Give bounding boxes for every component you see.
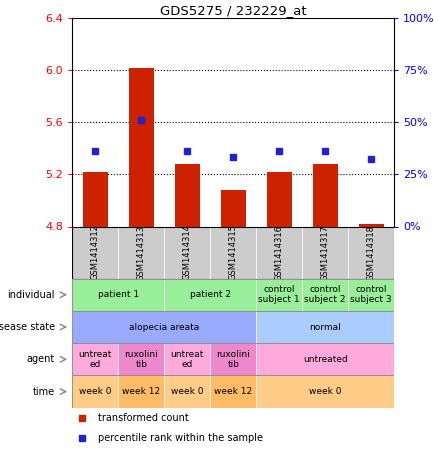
Bar	[302, 226, 348, 279]
Text: GSM1414317: GSM1414317	[321, 225, 330, 280]
Bar	[72, 226, 118, 279]
Bar	[118, 226, 164, 279]
Bar	[175, 164, 200, 226]
Text: individual: individual	[7, 290, 55, 300]
Bar	[210, 343, 256, 376]
Text: ruxolini
tib: ruxolini tib	[124, 350, 158, 369]
Bar	[164, 376, 210, 408]
Bar	[72, 279, 164, 311]
Text: week 0: week 0	[309, 387, 342, 396]
Text: patient 2: patient 2	[190, 290, 231, 299]
Bar	[210, 376, 256, 408]
Bar	[118, 376, 164, 408]
Bar	[302, 279, 348, 311]
Bar	[72, 376, 118, 408]
Bar	[256, 279, 302, 311]
Text: GSM1414313: GSM1414313	[137, 225, 146, 280]
Bar	[164, 279, 256, 311]
Bar	[359, 224, 384, 226]
Text: alopecia areata: alopecia areata	[129, 323, 199, 332]
Text: untreat
ed: untreat ed	[170, 350, 204, 369]
Bar	[72, 279, 394, 311]
Text: time: time	[32, 386, 55, 396]
Bar	[221, 190, 246, 226]
Text: transformed count: transformed count	[98, 413, 189, 423]
Text: ruxolini
tib: ruxolini tib	[216, 350, 250, 369]
Bar	[164, 226, 210, 279]
Text: week 12: week 12	[214, 387, 252, 396]
Bar	[72, 343, 394, 376]
Bar	[256, 343, 394, 376]
Bar	[83, 172, 108, 226]
Bar	[267, 172, 292, 226]
Text: control
subject 1: control subject 1	[258, 285, 300, 304]
Text: GSM1414315: GSM1414315	[229, 225, 238, 280]
Bar	[72, 311, 394, 343]
Text: patient 1: patient 1	[98, 290, 139, 299]
Bar	[348, 279, 394, 311]
Text: percentile rank within the sample: percentile rank within the sample	[98, 433, 263, 443]
Text: untreated: untreated	[303, 355, 348, 364]
Bar	[72, 343, 118, 376]
Text: disease state: disease state	[0, 322, 55, 332]
Text: GSM1414316: GSM1414316	[275, 225, 284, 280]
Text: week 0: week 0	[79, 387, 112, 396]
Bar	[256, 311, 394, 343]
Text: GSM1414318: GSM1414318	[367, 225, 376, 280]
Bar	[72, 376, 394, 408]
Text: untreat
ed: untreat ed	[78, 350, 112, 369]
Text: normal: normal	[309, 323, 341, 332]
Bar	[72, 311, 256, 343]
Bar	[118, 343, 164, 376]
Bar	[256, 376, 394, 408]
Text: control
subject 3: control subject 3	[350, 285, 392, 304]
Text: control
subject 2: control subject 2	[304, 285, 346, 304]
Title: GDS5275 / 232229_at: GDS5275 / 232229_at	[160, 4, 307, 17]
Bar	[129, 67, 154, 226]
Text: agent: agent	[27, 354, 55, 364]
Bar	[313, 164, 338, 226]
Text: GSM1414314: GSM1414314	[183, 225, 192, 280]
Bar	[348, 226, 394, 279]
Bar	[210, 226, 256, 279]
Text: week 12: week 12	[122, 387, 160, 396]
Bar	[164, 343, 210, 376]
Bar	[256, 226, 302, 279]
Text: week 0: week 0	[171, 387, 204, 396]
Text: GSM1414312: GSM1414312	[91, 225, 100, 280]
